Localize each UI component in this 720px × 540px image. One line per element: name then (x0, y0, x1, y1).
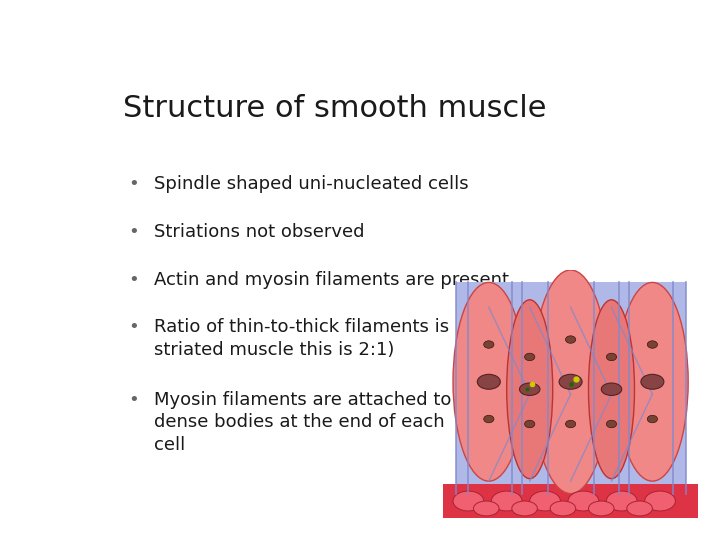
Text: Striations not observed: Striations not observed (154, 223, 364, 241)
Ellipse shape (606, 420, 616, 428)
Ellipse shape (453, 282, 525, 481)
Text: Spindle shaped uni-nucleated cells: Spindle shaped uni-nucleated cells (154, 175, 469, 193)
Text: •: • (128, 175, 139, 193)
Ellipse shape (616, 282, 688, 481)
Polygon shape (443, 484, 698, 518)
Ellipse shape (550, 501, 576, 516)
Ellipse shape (565, 420, 576, 428)
Ellipse shape (606, 491, 637, 511)
Ellipse shape (484, 415, 494, 423)
Ellipse shape (565, 336, 576, 343)
Ellipse shape (507, 300, 553, 478)
Ellipse shape (484, 341, 494, 348)
Text: Myosin filaments are attached to
dense bodies at the end of each
cell: Myosin filaments are attached to dense b… (154, 391, 451, 454)
Text: •: • (128, 319, 139, 336)
Ellipse shape (474, 501, 499, 516)
Ellipse shape (491, 491, 522, 511)
Text: •: • (128, 223, 139, 241)
Ellipse shape (601, 383, 622, 395)
Ellipse shape (627, 501, 652, 516)
Ellipse shape (588, 300, 634, 478)
Ellipse shape (477, 374, 500, 389)
Ellipse shape (519, 383, 540, 395)
Text: Ratio of thin-to-thick filaments is 16:1 (in
striated muscle this is 2:1): Ratio of thin-to-thick filaments is 16:1… (154, 319, 525, 359)
Polygon shape (456, 282, 685, 494)
Ellipse shape (525, 420, 535, 428)
Ellipse shape (641, 374, 664, 389)
Ellipse shape (647, 341, 657, 348)
Text: Structure of smooth muscle: Structure of smooth muscle (124, 94, 547, 123)
Ellipse shape (530, 491, 560, 511)
Ellipse shape (532, 270, 609, 494)
Ellipse shape (568, 491, 599, 511)
Ellipse shape (647, 415, 657, 423)
Ellipse shape (525, 353, 535, 361)
Ellipse shape (588, 501, 614, 516)
Ellipse shape (453, 491, 484, 511)
Text: •: • (128, 271, 139, 288)
Text: Actin and myosin filaments are present: Actin and myosin filaments are present (154, 271, 509, 288)
Ellipse shape (512, 501, 537, 516)
Ellipse shape (606, 353, 616, 361)
Text: •: • (128, 391, 139, 409)
Ellipse shape (559, 374, 582, 389)
Ellipse shape (644, 491, 675, 511)
